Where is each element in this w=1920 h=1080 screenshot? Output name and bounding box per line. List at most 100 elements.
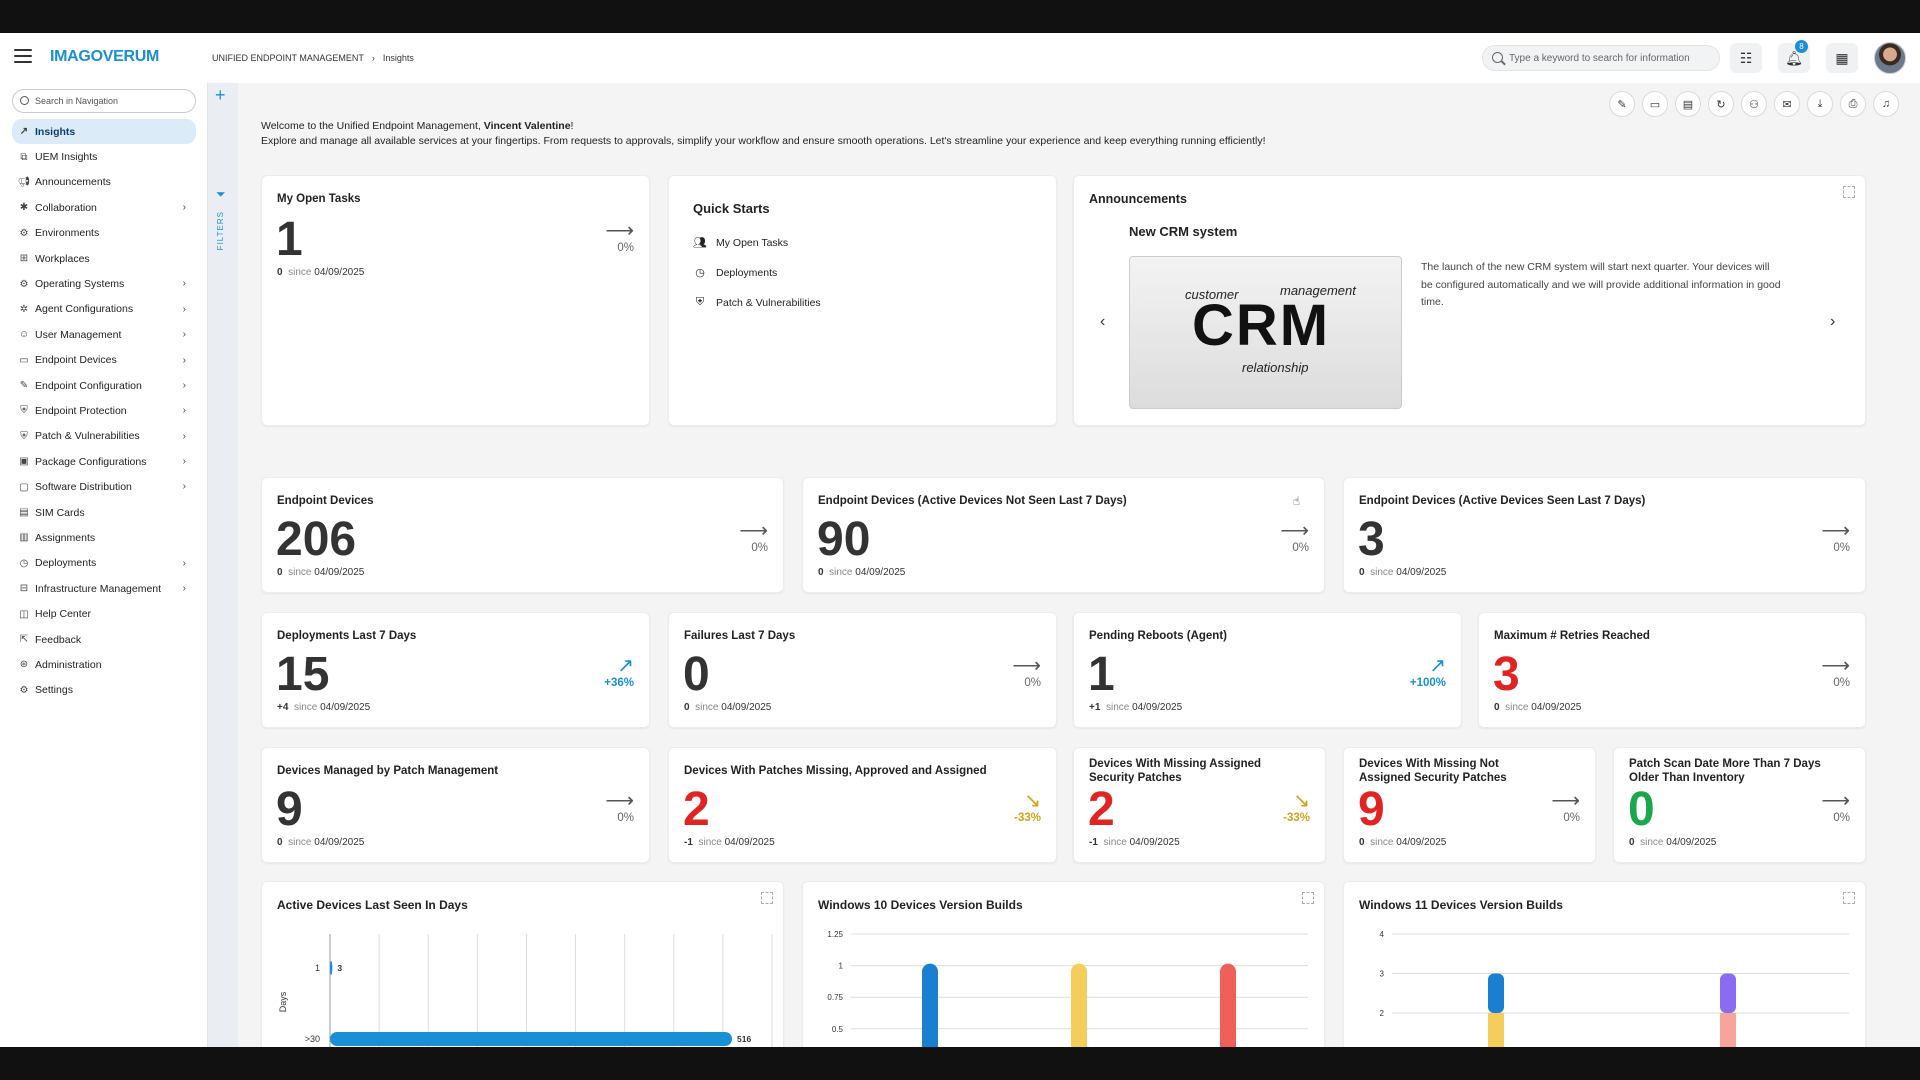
- sidebar-item-announcements[interactable]: 📢︎ Announcements: [12, 170, 196, 195]
- sidebar-item-endpoint-devices[interactable]: ▭ Endpoint Devices ›: [12, 348, 196, 373]
- chevron-right-icon[interactable]: ›: [182, 202, 186, 214]
- announcements-card: Announcements New CRM system customer ma…: [1073, 175, 1866, 426]
- environment-icon: ⚙: [19, 227, 29, 239]
- chevron-right-icon[interactable]: ›: [182, 303, 186, 315]
- sidebar-item-user-management[interactable]: ☺ User Management ›: [12, 322, 196, 347]
- filters-panel[interactable]: [208, 83, 238, 1047]
- chevron-right-icon[interactable]: ›: [182, 278, 186, 290]
- nav-search-input[interactable]: Search in Navigation: [12, 89, 196, 113]
- sidebar-item-endpoint-configuration[interactable]: ✎ Endpoint Configuration ›: [12, 373, 196, 398]
- breadcrumb-root[interactable]: UNIFIED ENDPOINT MANAGEMENT: [212, 53, 364, 63]
- kpi-delta: 0: [277, 567, 283, 578]
- sidebar-item-patch-vulnerabilities[interactable]: ⛨ Patch & Vulnerabilities ›: [12, 424, 196, 449]
- sidebar-item-label: User Management: [35, 328, 122, 341]
- sidebar-item-feedback[interactable]: ⇱ Feedback: [12, 627, 196, 652]
- quick-start-deployments[interactable]: ◷ Deployments: [693, 266, 777, 280]
- filter-icon[interactable]: ⏷: [216, 187, 226, 201]
- chevron-right-icon[interactable]: ›: [182, 456, 186, 468]
- sidebar-item-uem-insights[interactable]: ⧉ UEM Insights: [12, 144, 196, 169]
- sidebar-item-label: Software Distribution: [35, 481, 132, 494]
- menu-icon[interactable]: [14, 49, 32, 63]
- expand-icon[interactable]: [1843, 892, 1855, 904]
- expand-icon[interactable]: [1302, 892, 1314, 904]
- sim-icon: ▤: [19, 507, 29, 519]
- add-icon[interactable]: +: [215, 85, 226, 105]
- sidebar-item-endpoint-protection[interactable]: ⛨ Endpoint Protection ›: [12, 398, 196, 423]
- welcome-prefix: Welcome to the Unified Endpoint Manageme…: [261, 120, 484, 132]
- carousel-next-icon[interactable]: ›: [1830, 313, 1836, 330]
- apps-button[interactable]: ▦: [1826, 43, 1858, 73]
- sidebar-item-sim-cards[interactable]: ▤ SIM Cards: [12, 500, 196, 525]
- welcome-message: Welcome to the Unified Endpoint Manageme…: [261, 119, 1266, 149]
- chevron-right-icon[interactable]: ›: [182, 481, 186, 493]
- sidebar-item-deployments[interactable]: ◷ Deployments ›: [12, 551, 196, 576]
- kpi-card[interactable]: Endpoint Devices (Active Devices Seen La…: [1343, 477, 1866, 593]
- quick-start-patch[interactable]: ⛨ Patch & Vulnerabilities: [693, 296, 821, 309]
- notifications-button[interactable]: 🔔︎ 8: [1778, 40, 1810, 73]
- share-button[interactable]: ⚇: [1741, 91, 1767, 117]
- bar-segment: [1488, 973, 1504, 1013]
- kpi-card[interactable]: Devices With Patches Missing, Approved a…: [668, 747, 1057, 863]
- sidebar-item-infrastructure-management[interactable]: ⊟ Infrastructure Management ›: [12, 576, 196, 601]
- quick-start-my-open-tasks[interactable]: 👥︎ My Open Tasks: [693, 236, 788, 250]
- my-open-tasks-card[interactable]: My Open Tasks 1 0 since 04/09/2025 ⟶ 0%: [261, 175, 650, 426]
- sidebar-item-label: Endpoint Protection: [35, 404, 127, 417]
- quick-starts-card: Quick Starts 👥︎ My Open Tasks ◷ Deployment…: [668, 175, 1057, 426]
- sidebar-item-package-configurations[interactable]: ▣ Package Configurations ›: [12, 449, 196, 474]
- card-title: Quick Starts: [693, 201, 770, 216]
- chevron-right-icon[interactable]: ›: [182, 405, 186, 417]
- kpi-value: 1: [1088, 648, 1115, 701]
- chevron-right-icon[interactable]: ›: [182, 354, 186, 366]
- email-button[interactable]: ✉: [1774, 91, 1800, 117]
- chevron-right-icon[interactable]: ›: [182, 379, 186, 391]
- kpi-card[interactable]: Devices With Missing Not Assigned Securi…: [1343, 747, 1596, 863]
- since-label: since: [695, 702, 719, 713]
- sidebar-item-environments[interactable]: ⚙ Environments: [12, 221, 196, 246]
- print-button[interactable]: ⎙: [1840, 91, 1866, 117]
- avatar[interactable]: [1874, 42, 1906, 74]
- sidebar-item-agent-configurations[interactable]: ✲ Agent Configurations ›: [12, 297, 196, 322]
- welcome-suffix: !: [570, 120, 574, 132]
- kpi-value: 1: [276, 213, 303, 266]
- sidebar-item-help-center[interactable]: ◫ Help Center: [12, 601, 196, 626]
- kpi-pct: -33%: [1014, 812, 1041, 824]
- kpi-since: +4 since 04/09/2025: [277, 702, 370, 713]
- carousel-prev-icon[interactable]: ‹: [1100, 313, 1106, 330]
- tasks-button[interactable]: ☷: [1730, 43, 1762, 73]
- sidebar-item-software-distribution[interactable]: ▢ Software Distribution ›: [12, 474, 196, 499]
- sidebar-item-workplaces[interactable]: ⊞ Workplaces: [12, 246, 196, 271]
- display-button[interactable]: ▭: [1642, 91, 1668, 117]
- alert-button[interactable]: ♫: [1873, 91, 1899, 117]
- sidebar-item-settings[interactable]: ⚙ Settings: [12, 678, 196, 703]
- kpi-card[interactable]: Maximum # Retries Reached 3 0 since 04/09/…: [1478, 612, 1866, 728]
- sidebar-item-insights[interactable]: ↗ Insights: [12, 119, 196, 145]
- chevron-right-icon[interactable]: ›: [182, 430, 186, 442]
- expand-icon[interactable]: [761, 892, 773, 904]
- edit-button[interactable]: ✎: [1609, 91, 1635, 117]
- chevron-right-icon[interactable]: ›: [182, 557, 186, 569]
- kpi-card[interactable]: Deployments Last 7 Days 15 +4 since 04/09/…: [261, 612, 650, 728]
- chevron-right-icon[interactable]: ›: [182, 329, 186, 341]
- kpi-card[interactable]: Pending Reboots (Agent) 1 +1 since 04/09/2…: [1073, 612, 1462, 728]
- sidebar-item-administration[interactable]: ⊛ Administration: [12, 652, 196, 677]
- kpi-card[interactable]: Devices Managed by Patch Management 9 0 si…: [261, 747, 650, 863]
- kpi-card[interactable]: Patch Scan Date More Than 7 Days Older T…: [1613, 747, 1866, 863]
- bell-icon: 🔔︎: [1785, 49, 1803, 66]
- sidebar-item-assignments[interactable]: ▥ Assignments: [12, 525, 196, 550]
- kpi-card[interactable]: Failures Last 7 Days 0 0 since 04/09/2025 ⟶…: [668, 612, 1057, 728]
- kpi-card[interactable]: Endpoint Devices (Active Devices Not See…: [802, 477, 1325, 593]
- filters-label[interactable]: FILTERS: [216, 211, 225, 251]
- refresh-button[interactable]: ↻: [1708, 91, 1734, 117]
- layout-button[interactable]: ▤: [1675, 91, 1701, 117]
- expand-icon[interactable]: [1843, 186, 1855, 198]
- app-logo[interactable]: IMAGOVERUM: [50, 48, 160, 65]
- download-button[interactable]: ⤓: [1807, 91, 1833, 117]
- sidebar-item-collaboration[interactable]: ✱ Collaboration ›: [12, 195, 196, 220]
- kpi-card[interactable]: Devices With Missing Assigned Security P…: [1073, 747, 1326, 863]
- global-search-input[interactable]: Type a keyword to search for information: [1482, 45, 1720, 71]
- chevron-right-icon[interactable]: ›: [182, 583, 186, 595]
- sidebar-item-operating-systems[interactable]: ⚙ Operating Systems ›: [12, 271, 196, 296]
- kpi-card[interactable]: Endpoint Devices 206 0 since 04/09/2025 ⟶ 0%: [261, 477, 784, 593]
- welcome-user: Vincent Valentine: [483, 120, 571, 132]
